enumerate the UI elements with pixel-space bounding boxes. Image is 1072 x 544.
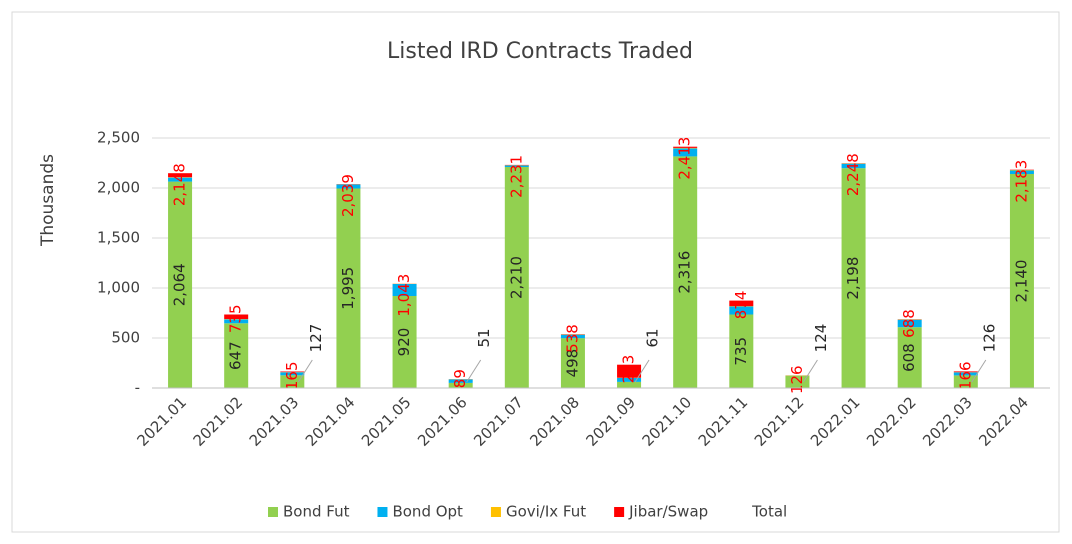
bar-segment xyxy=(897,319,922,328)
bar-segment xyxy=(617,381,642,388)
bar-segment xyxy=(1009,170,1034,174)
legend-label: Bond Opt xyxy=(392,503,463,521)
total-label: 2,039 xyxy=(339,174,357,217)
data-label: 61 xyxy=(644,328,662,347)
bar-segment xyxy=(168,181,193,388)
total-label: 2,413 xyxy=(676,137,694,180)
data-label: 51 xyxy=(475,328,493,347)
total-label: 233 xyxy=(620,355,638,384)
total-label: 165 xyxy=(283,362,301,391)
bar-segment xyxy=(729,314,754,388)
bar-segment xyxy=(392,284,417,296)
bar-segment xyxy=(729,306,754,315)
bar-segment xyxy=(280,372,305,376)
bar-segment xyxy=(785,375,810,388)
bar-segment xyxy=(224,319,249,324)
data-label: 1,995 xyxy=(339,267,357,310)
bar-segment xyxy=(1009,170,1034,171)
bar-segment xyxy=(673,147,698,149)
total-label: 735 xyxy=(227,305,245,334)
y-tick-label: 2,000 xyxy=(97,179,140,197)
bar-segment xyxy=(1009,174,1034,388)
bar-segment xyxy=(841,168,866,388)
total-label: 2,183 xyxy=(1012,160,1030,203)
bar-segment xyxy=(953,375,978,388)
bar-segment xyxy=(673,148,698,157)
bar-segment xyxy=(224,323,249,388)
bar-segment xyxy=(224,314,249,319)
y-tick-label: - xyxy=(135,379,140,397)
total-label: 874 xyxy=(732,291,750,320)
bar-segment xyxy=(168,173,193,178)
y-tick-label: 500 xyxy=(111,329,140,347)
leader-line xyxy=(634,359,650,383)
total-label: 2,248 xyxy=(844,153,862,196)
legend-swatch xyxy=(377,507,388,517)
y-tick-label: 2,500 xyxy=(97,129,140,147)
bar-segment xyxy=(448,379,473,383)
leader-line xyxy=(297,359,313,383)
total-label: 89 xyxy=(451,369,469,388)
bar-segment xyxy=(168,177,193,182)
bar-segment xyxy=(280,371,305,373)
bar-segment xyxy=(617,377,642,382)
data-label: 608 xyxy=(900,343,918,372)
leader-line xyxy=(971,359,987,383)
bar-segment xyxy=(336,184,361,189)
data-label: 126 xyxy=(980,324,998,353)
bar-segment xyxy=(560,334,585,339)
bar-segment xyxy=(897,327,922,388)
data-label: 920 xyxy=(395,328,413,357)
y-axis-label: Thousands xyxy=(38,154,58,247)
data-label: 647 xyxy=(227,341,245,370)
data-label: 2,064 xyxy=(171,263,189,306)
bar-segment xyxy=(560,338,585,388)
bar-segment xyxy=(336,188,361,388)
data-label: 735 xyxy=(732,337,750,366)
bar-segment xyxy=(673,156,698,388)
legend-label: Govi/Ix Fut xyxy=(506,503,586,521)
total-label: 2,148 xyxy=(171,163,189,206)
bar-segment xyxy=(504,165,529,167)
legend-label: Jibar/Swap xyxy=(628,503,708,521)
total-label: 538 xyxy=(563,324,581,353)
total-label: 166 xyxy=(956,361,974,390)
total-label: 1,043 xyxy=(395,274,413,317)
bar-segment xyxy=(617,364,642,378)
bar-segment xyxy=(729,300,754,307)
bar-segment xyxy=(448,382,473,388)
data-label: 2,316 xyxy=(676,251,694,294)
chart-title: Listed IRD Contracts Traded xyxy=(387,39,693,64)
bar-segment xyxy=(953,372,978,376)
bar-segment xyxy=(673,146,698,148)
bar-segment xyxy=(504,167,529,388)
data-label: 2,210 xyxy=(507,256,525,299)
bar-segment xyxy=(280,375,305,388)
bar-segment xyxy=(392,296,417,388)
legend-swatch xyxy=(614,507,625,517)
legend-swatch xyxy=(268,507,278,517)
legend-label: Total xyxy=(751,503,787,521)
legend-swatch xyxy=(490,507,501,517)
total-label: 126 xyxy=(788,365,806,394)
total-label: 688 xyxy=(900,309,918,338)
data-label: 2,198 xyxy=(844,257,862,300)
leader-line xyxy=(803,359,818,383)
data-label: 498 xyxy=(563,349,581,378)
leader-line xyxy=(466,359,482,383)
data-label: 2,140 xyxy=(1012,260,1030,303)
y-tick-label: 1,000 xyxy=(97,279,140,297)
total-label: 2,231 xyxy=(507,155,525,198)
legend-label: Bond Fut xyxy=(283,503,350,521)
data-label: 124 xyxy=(812,324,830,353)
data-label: 127 xyxy=(307,324,325,353)
bar-segment xyxy=(841,163,866,169)
y-tick-label: 1,500 xyxy=(97,229,140,247)
bar-segment xyxy=(953,371,978,373)
